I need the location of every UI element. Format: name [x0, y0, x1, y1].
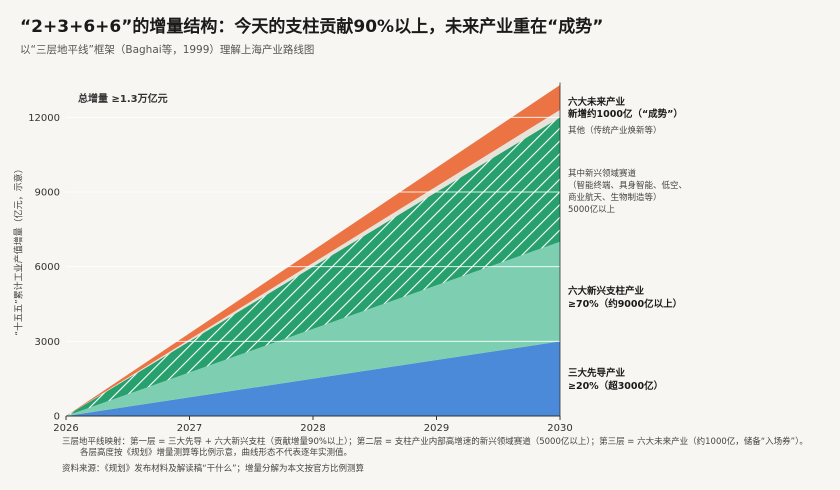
y-tick-label: 0 [54, 412, 60, 423]
footnote-line-2: 各层高度按《规划》增量测算等比例示意，曲线形态不代表逐年实测值。 [80, 448, 353, 458]
annotation-emerging-line1: （智能终端、具身智能、低空、 [568, 181, 688, 191]
annotation-pillar-title: 六大新兴支柱产业 [568, 286, 645, 297]
area-series-4 [66, 84, 560, 416]
footnote-line-1: 三层地平线映射：第一层 = 三大先导 + 六大新兴支柱（贡献增量90%以上）；第… [62, 437, 808, 447]
area-series-0 [66, 341, 560, 416]
annotation-emerging-line2: 商业航天、生物制造等） [568, 193, 662, 203]
area-series-3 [66, 109, 560, 416]
y-tick-label: 6000 [35, 262, 60, 273]
source-note: 资料来源：《规划》发布材料及解读稿“干什么”；增量分解为本文按官方比例测算 [62, 464, 365, 474]
footnote: 三层地平线映射：第一层 = 三大先导 + 六大新兴支柱（贡献增量90%以上）；第… [62, 437, 832, 459]
chart-title: “2+3+6+6”的增量结构：今天的支柱贡献90%以上，未来产业重在“成势” [20, 17, 604, 37]
x-tick-label: 2027 [177, 423, 202, 434]
annotation-leading-sub: ≥20%（超3000亿） [568, 381, 664, 392]
x-tick-label: 2028 [300, 423, 325, 434]
annotation-leading-title: 三大先导产业 [568, 368, 626, 379]
annotation-emerging-line3: 5000亿以上 [568, 205, 616, 215]
x-tick-label: 2030 [547, 423, 572, 434]
annotation-emerging-title: 其中新兴领域赛道 [568, 169, 637, 179]
x-tick-label: 2026 [53, 423, 78, 434]
y-tick-label: 9000 [35, 188, 60, 199]
chart-subtitle: 以“三层地平线”框架（Baghai等，1999）理解上海产业路线图 [20, 44, 315, 56]
annotation-future-title: 六大未来产业 [568, 97, 626, 108]
annotation-future-sub: 新增约1000亿（“成势”） [568, 109, 683, 120]
y-tick-label: 12000 [28, 113, 60, 124]
x-tick-label: 2029 [424, 423, 449, 434]
y-tick-label: 3000 [35, 337, 60, 348]
annotation-pillar-sub: ≥70%（约9000亿以上） [568, 299, 683, 310]
annotation-other: 其他（传统产业焕新等） [568, 126, 662, 136]
total-increment-label: 总增量 ≥1.3万亿元 [78, 94, 168, 105]
